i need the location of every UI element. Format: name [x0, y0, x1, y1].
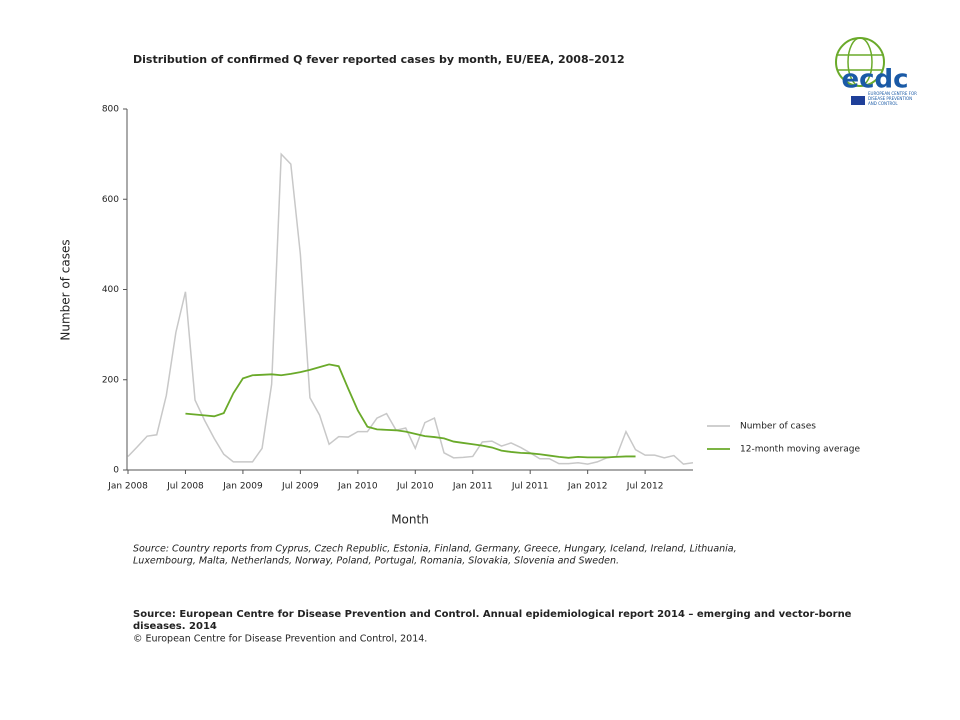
eu-flag: [851, 96, 865, 105]
x-tick-label: Jul 2009: [281, 482, 319, 492]
logo-caption: EUROPEAN CENTRE FOR: [868, 91, 917, 96]
logo-text: ecdc: [841, 65, 908, 95]
source-note: Source: Country reports from Cyprus, Cze…: [133, 544, 737, 555]
x-tick-label: Jan 2008: [107, 482, 148, 492]
y-tick-label: 800: [102, 105, 119, 115]
y-tick-label: 600: [102, 195, 119, 205]
legend-label: 12-month moving average: [740, 445, 860, 455]
citation: Source: European Centre for Disease Prev…: [133, 609, 852, 620]
citation: diseases. 2014: [133, 621, 217, 632]
y-tick-label: 400: [102, 285, 119, 295]
source-note: Luxembourg, Malta, Netherlands, Norway, …: [133, 556, 619, 567]
chart-title: Distribution of confirmed Q fever report…: [133, 53, 625, 66]
copyright: © European Centre for Disease Prevention…: [133, 634, 427, 645]
y-tick-label: 0: [113, 466, 119, 476]
logo-caption: DISEASE PREVENTION: [868, 96, 912, 101]
x-tick-label: Jan 2009: [222, 482, 263, 492]
series-line: [185, 363, 636, 459]
y-axis-label: Number of cases: [59, 239, 73, 340]
legend-label: Number of cases: [740, 422, 816, 432]
x-tick-label: Jul 2012: [626, 482, 664, 492]
logo-caption: AND CONTROL: [868, 101, 898, 106]
x-tick-label: Jul 2010: [396, 482, 434, 492]
x-tick-label: Jan 2011: [452, 482, 493, 492]
series-line: [127, 152, 694, 465]
x-tick-label: Jan 2010: [337, 482, 378, 492]
logo: ecdc EUROPEAN CENTRE FOR DISEASE PREVENT…: [835, 37, 917, 106]
x-tick-label: Jul 2011: [511, 482, 549, 492]
logo-globe: [847, 37, 873, 87]
x-tick-label: Jan 2012: [567, 482, 608, 492]
x-tick-label: Jul 2008: [166, 482, 204, 492]
x-axis-label: Month: [391, 513, 429, 527]
y-tick-label: 200: [102, 375, 119, 385]
